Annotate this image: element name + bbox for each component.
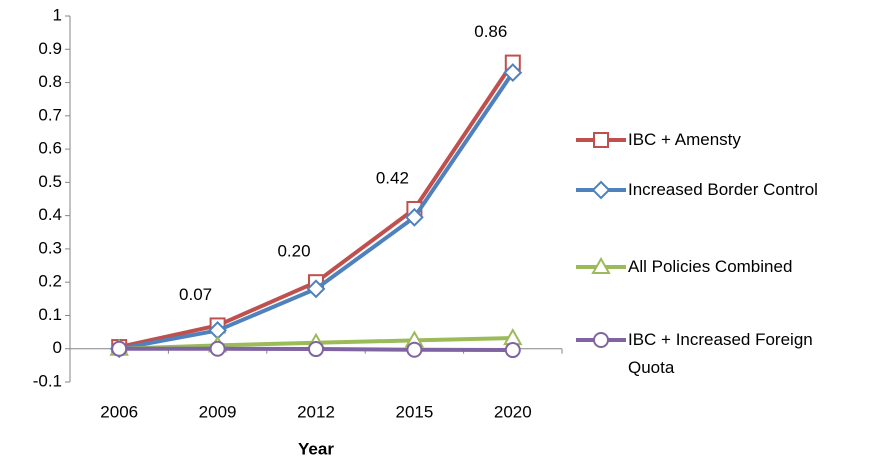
x-tick-label: 2009 <box>199 402 237 421</box>
legend-label: Increased Border Control <box>628 180 818 199</box>
x-tick-label: 2015 <box>395 402 433 421</box>
legend-swatch <box>576 180 626 200</box>
x-tick-label: 2012 <box>297 402 335 421</box>
data-label: 0.07 <box>179 285 212 304</box>
legend-swatch <box>576 256 626 274</box>
data-point <box>406 341 423 358</box>
legend-entry: IBC + Amensty <box>574 126 843 154</box>
legend-marker <box>593 332 609 348</box>
x-tick-label: 2006 <box>100 402 138 421</box>
legend-swatch <box>576 132 626 148</box>
y-tick-label: -0.1 <box>33 371 62 390</box>
legend-swatch <box>576 332 626 348</box>
legend-marker <box>593 132 609 148</box>
y-tick-label: 0.9 <box>38 39 62 58</box>
x-axis-label: Year <box>298 439 334 458</box>
y-tick-label: 0.6 <box>38 139 62 158</box>
series-line <box>118 61 515 350</box>
y-tick-label: 1 <box>53 5 62 24</box>
y-tick-label: 0.2 <box>38 272 62 291</box>
data-point <box>306 279 326 299</box>
data-point <box>209 340 226 357</box>
y-tick-label: 0.7 <box>38 105 62 124</box>
y-tick-label: 0.3 <box>38 238 62 257</box>
legend-label: All Policies Combined <box>628 257 793 276</box>
y-tick-label: 0.5 <box>38 172 62 191</box>
data-label: 0.86 <box>474 22 507 41</box>
data-point <box>504 342 521 359</box>
legend-label: IBC + Increased Foreign Quota <box>628 330 813 377</box>
legend-label: IBC + Amensty <box>628 130 741 149</box>
legend-marker <box>591 180 611 200</box>
data-point <box>503 63 523 82</box>
legend-entry: All Policies Combined <box>574 253 843 281</box>
legend-marker <box>591 256 611 274</box>
y-tick-label: 0.8 <box>38 72 62 91</box>
y-tick-label: 0 <box>53 338 62 357</box>
legend-entry: IBC + Increased Foreign Quota <box>574 326 843 382</box>
data-point <box>308 341 324 358</box>
series-line <box>118 71 515 351</box>
y-tick-label: 0.4 <box>38 205 62 224</box>
data-point <box>111 340 128 357</box>
data-label: 0.42 <box>376 168 409 187</box>
data-label: 0.20 <box>277 242 310 261</box>
x-tick-label: 2020 <box>494 402 532 421</box>
y-tick-label: 0.1 <box>38 305 62 324</box>
legend-entry: Increased Border Control <box>574 176 843 204</box>
data-point <box>404 207 424 227</box>
